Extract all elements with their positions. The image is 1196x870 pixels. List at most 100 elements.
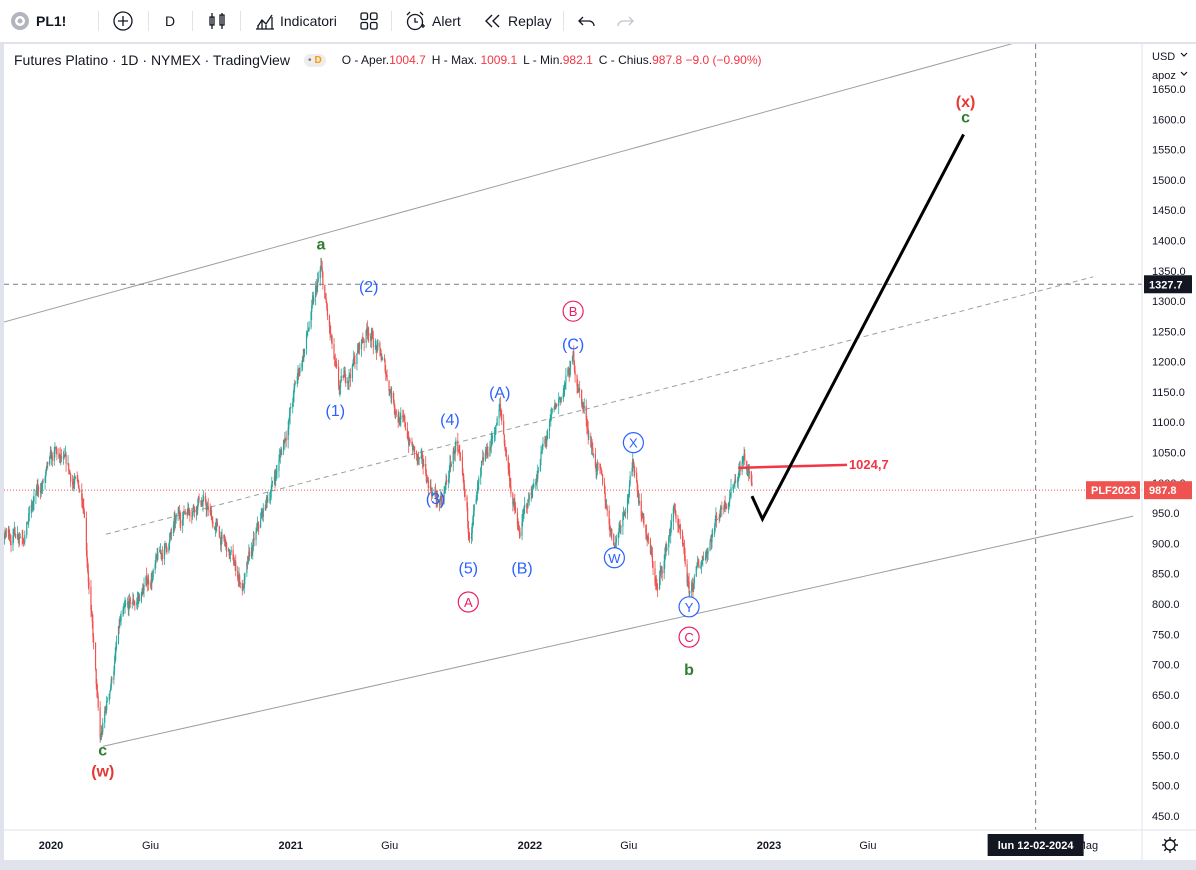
candle-body: [467, 507, 469, 522]
candle-body: [200, 500, 202, 506]
candle-body: [496, 418, 498, 426]
candle-body: [444, 483, 446, 488]
candle-body: [472, 517, 474, 524]
candle-body: [41, 481, 44, 489]
resistance-level-line[interactable]: [738, 463, 847, 470]
candle-body: [436, 495, 438, 500]
candle-body: [660, 566, 662, 570]
candle-body: [311, 305, 313, 312]
symbol-button[interactable]: PL1!: [10, 0, 66, 42]
candle-body: [512, 493, 514, 505]
candle-body: [149, 584, 152, 586]
candle-body: [461, 457, 464, 473]
candle-body: [750, 471, 752, 483]
candle-body: [430, 486, 432, 490]
unit-chevron-icon: [1180, 71, 1188, 76]
replay-button[interactable]: Replay: [482, 0, 552, 42]
chart-legend: Futures Platino · 1D · NYMEX · TradingVi…: [14, 52, 762, 68]
price-chart[interactable]: 1024,7 a c (w) (1) (2) (3) (4) (5) (A) (B) (C) A B W X Y…: [4, 44, 1196, 860]
channel-upper-line[interactable]: [4, 44, 1133, 323]
candle-body: [262, 511, 264, 517]
undo-button[interactable]: [576, 0, 598, 42]
candle-body: [710, 538, 712, 543]
chart-type-button[interactable]: [206, 0, 228, 42]
candle-body: [548, 421, 551, 432]
time-tick-label: Giu: [142, 840, 159, 852]
candle-body: [51, 455, 53, 461]
candle-body: [463, 475, 465, 485]
delayed-badge-label: D: [314, 54, 322, 66]
candle-body: [404, 416, 406, 423]
candle-body: [380, 355, 382, 360]
crosshair-price-tag-bg: [1144, 275, 1192, 294]
candle-body: [457, 440, 459, 451]
candle-body: [656, 583, 658, 588]
layouts-button[interactable]: [358, 0, 380, 42]
currency-label[interactable]: USD: [1152, 51, 1175, 63]
candle-body: [715, 515, 717, 520]
chart-area[interactable]: 1024,7 a c (w) (1) (2) (3) (4) (5) (A) (B) (C) A B W X Y…: [4, 44, 1196, 860]
channel-mid-line[interactable]: [105, 276, 1094, 535]
alert-button[interactable]: Alert: [404, 0, 461, 42]
candle-body: [287, 428, 289, 441]
data-status-badge[interactable]: • D: [303, 53, 326, 67]
candle-body: [216, 521, 218, 524]
price-axis[interactable]: USD apoz 1650.0 1600.0 1550.0 1500.0 1450.0 1…: [1086, 51, 1192, 823]
candle-body: [267, 499, 269, 501]
candle-body: [22, 539, 25, 542]
candle-body: [609, 530, 612, 532]
chart-settings-button[interactable]: [1162, 837, 1178, 853]
candle-body: [725, 505, 728, 509]
candle-body: [683, 546, 686, 556]
candle-body: [595, 465, 597, 472]
candle-body: [528, 494, 530, 501]
candle-body: [212, 520, 214, 527]
candle-body: [448, 469, 450, 479]
candle-body: [136, 601, 138, 606]
compare-symbol-button[interactable]: [112, 0, 134, 42]
candle-body: [657, 587, 659, 589]
candle-body: [655, 582, 657, 584]
candle-body: [67, 463, 69, 465]
candle-body: [290, 407, 292, 409]
candle-body: [624, 512, 627, 514]
candle-body: [14, 527, 16, 535]
candle-body: [691, 582, 693, 587]
candle-body: [368, 333, 370, 336]
candle-body: [113, 671, 115, 680]
candle-body: [264, 508, 266, 510]
price-tick-label: 650.0: [1152, 690, 1180, 702]
candle-body: [298, 369, 300, 373]
candle-body: [645, 532, 648, 539]
candle-body: [471, 523, 473, 534]
candle-body: [35, 493, 37, 496]
candle-body: [45, 472, 47, 478]
candle-body: [299, 367, 301, 374]
interval-button[interactable]: D: [165, 0, 175, 42]
candle-body: [151, 578, 153, 582]
channel-lower-line[interactable]: [102, 515, 1134, 747]
candle-body: [110, 687, 112, 691]
candle-body: [693, 583, 695, 590]
candle-body: [325, 298, 327, 303]
candle-body: [655, 582, 657, 584]
candle-body: [186, 511, 188, 516]
indicators-button[interactable]: Indicatori: [254, 0, 337, 42]
candle-body: [578, 388, 580, 390]
candle-body: [292, 393, 294, 403]
candle-body: [163, 549, 165, 560]
wave-circle-a: [457, 591, 479, 613]
candle-body: [674, 509, 676, 515]
candle-body: [55, 447, 57, 450]
grid-layout-icon: [360, 12, 378, 30]
candle-body: [82, 506, 84, 508]
candle-body: [693, 576, 695, 584]
redo-button[interactable]: [614, 0, 636, 42]
candle-body: [372, 338, 374, 347]
candle-body: [602, 474, 604, 484]
candle-body: [402, 415, 404, 417]
candle-body: [326, 302, 328, 309]
wave-label-b: (B): [511, 561, 532, 578]
projection-path[interactable]: [750, 133, 965, 523]
